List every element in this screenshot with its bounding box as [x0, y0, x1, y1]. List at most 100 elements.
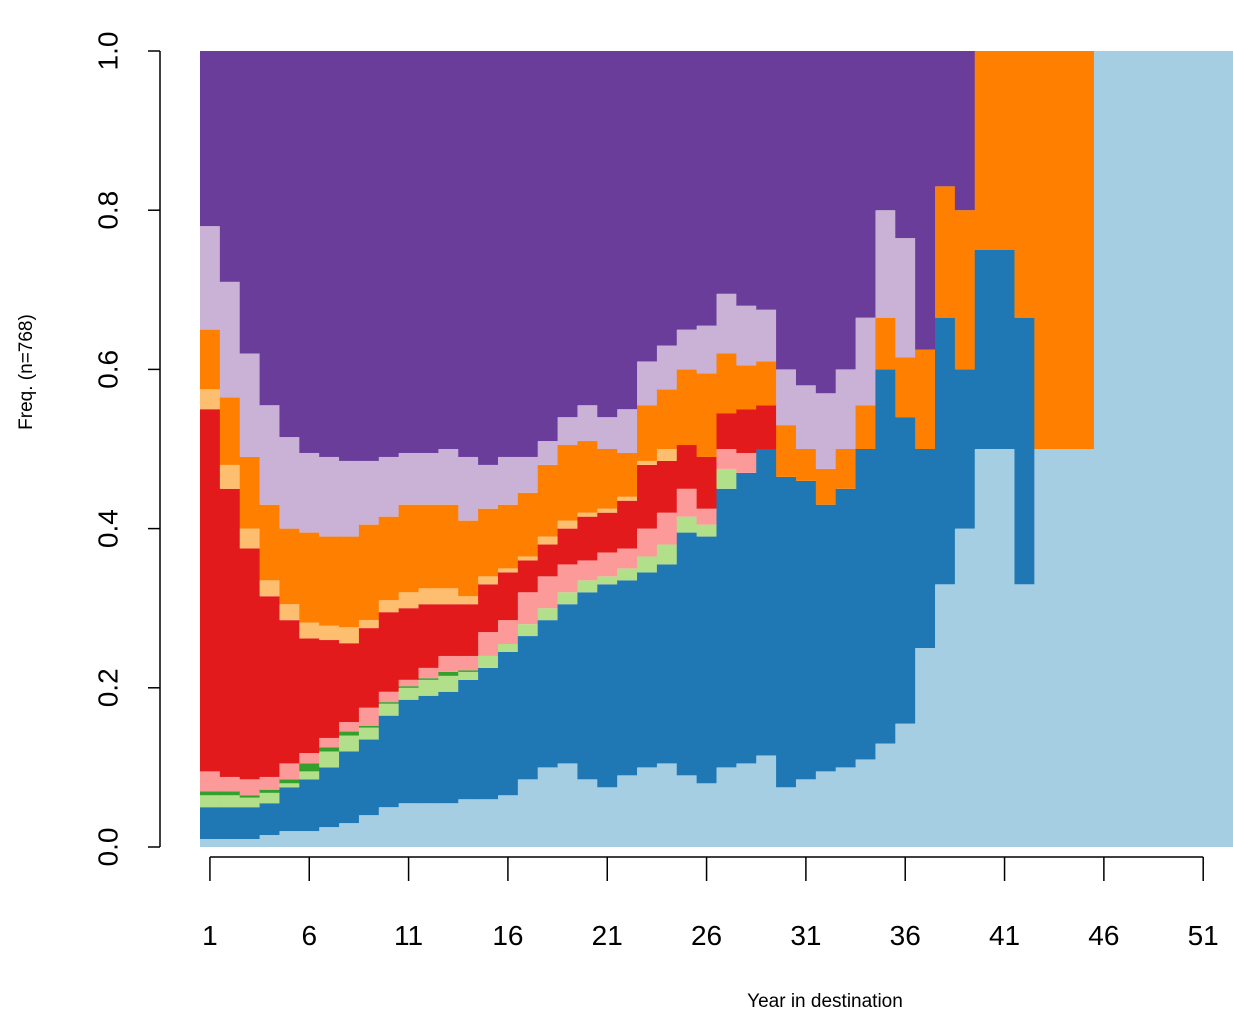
bar-segment — [279, 604, 300, 621]
x-axis-label: Year in destination — [747, 991, 903, 1012]
bar-segment — [776, 369, 797, 426]
bar-segment — [219, 397, 241, 465]
bar-segment — [339, 536, 360, 628]
bar-segment — [517, 456, 539, 493]
bar-segment — [458, 604, 479, 656]
bar-segment — [378, 715, 400, 808]
y-tick-label: 0.4 — [92, 509, 123, 548]
bar-segment — [259, 789, 281, 793]
bar-segment — [398, 592, 420, 609]
bar-segment — [577, 592, 598, 780]
bar-segment — [517, 492, 539, 557]
bar-segment — [239, 548, 261, 780]
bar-segment — [497, 504, 519, 569]
x-tick-label: 41 — [989, 920, 1020, 951]
bar-segment — [239, 779, 261, 796]
bar-segment — [458, 655, 479, 671]
bar-segment — [557, 417, 579, 446]
bar-segment — [656, 512, 678, 545]
bar-segment — [954, 210, 976, 370]
bar-segment — [557, 604, 579, 764]
bar-segment — [497, 795, 519, 847]
bar-segment — [597, 449, 618, 509]
bar-segment — [219, 281, 241, 398]
bar-segment — [875, 743, 896, 847]
y-tick-label: 0.6 — [92, 350, 123, 389]
bar-segment — [398, 452, 420, 505]
bar-segment — [418, 667, 439, 679]
bar-segment — [617, 568, 638, 581]
bar-segment — [597, 584, 618, 788]
bar-segment — [299, 638, 320, 754]
bar-segment — [200, 795, 221, 808]
bar-segment — [319, 456, 340, 537]
bar-segment — [676, 51, 698, 330]
bar-segment — [597, 552, 618, 577]
bar-segment — [557, 51, 579, 418]
bar-segment — [259, 803, 281, 836]
bar-segment — [935, 584, 956, 847]
bar-segment — [497, 644, 519, 652]
bar-segment — [756, 309, 777, 362]
bar-segment — [716, 488, 737, 768]
bar-segment — [637, 51, 658, 362]
bar-segment — [676, 329, 698, 370]
bar-segment — [517, 636, 539, 780]
x-tick-label: 51 — [1188, 920, 1219, 951]
bar-segment — [279, 51, 300, 438]
bar-segment — [656, 544, 678, 565]
bar-segment — [736, 763, 757, 847]
bar-segment — [676, 516, 698, 533]
bar-segment — [557, 763, 579, 847]
bar-segment — [517, 51, 539, 457]
bar-segment — [517, 556, 539, 561]
bar-segment — [438, 803, 459, 847]
bar-segment — [219, 51, 241, 282]
bar-segment — [736, 409, 757, 453]
bar-segment — [358, 739, 380, 816]
bar-segment — [478, 655, 499, 668]
bar-segment — [339, 751, 360, 824]
bar-segment — [497, 572, 519, 621]
bar-segment — [438, 675, 459, 692]
bar-segment — [200, 329, 221, 390]
bar-segment — [200, 51, 221, 227]
bar-segment — [299, 753, 320, 764]
bar-segment — [537, 464, 559, 537]
bar-segment — [299, 763, 320, 772]
bar-segment — [835, 449, 857, 489]
bar-segment — [756, 449, 777, 756]
bar-segment — [597, 787, 618, 847]
bar-segment — [358, 524, 380, 621]
bar-segment — [1173, 51, 1194, 847]
bar-segment — [299, 831, 320, 847]
bar-segment — [637, 528, 658, 557]
bar-segment — [537, 576, 559, 609]
bar-segment — [418, 679, 439, 696]
bar-segment — [795, 779, 817, 847]
bar-segment — [438, 449, 459, 505]
bar-segment — [815, 468, 837, 505]
bar-segment — [458, 520, 479, 597]
bar-segment — [458, 670, 479, 672]
bar-segment — [200, 791, 221, 796]
bar-segment — [716, 468, 737, 489]
bar-segment — [716, 767, 737, 847]
bar-segment — [935, 186, 956, 318]
bar-segment — [478, 576, 499, 585]
bar-segment — [279, 787, 300, 832]
bar-segment — [716, 353, 737, 414]
bar-segment — [378, 516, 400, 601]
bar-segment — [1193, 51, 1214, 847]
bar-segment — [497, 456, 519, 505]
bar-segment — [339, 643, 360, 723]
x-tick-label: 31 — [790, 920, 821, 951]
bar-segment — [339, 627, 360, 644]
bar-segment — [517, 592, 539, 625]
bar-segment — [339, 735, 360, 752]
bar-segment — [915, 349, 936, 449]
bar-segment — [259, 776, 281, 790]
x-tick-label: 16 — [492, 920, 523, 951]
bar-segment — [398, 686, 420, 688]
